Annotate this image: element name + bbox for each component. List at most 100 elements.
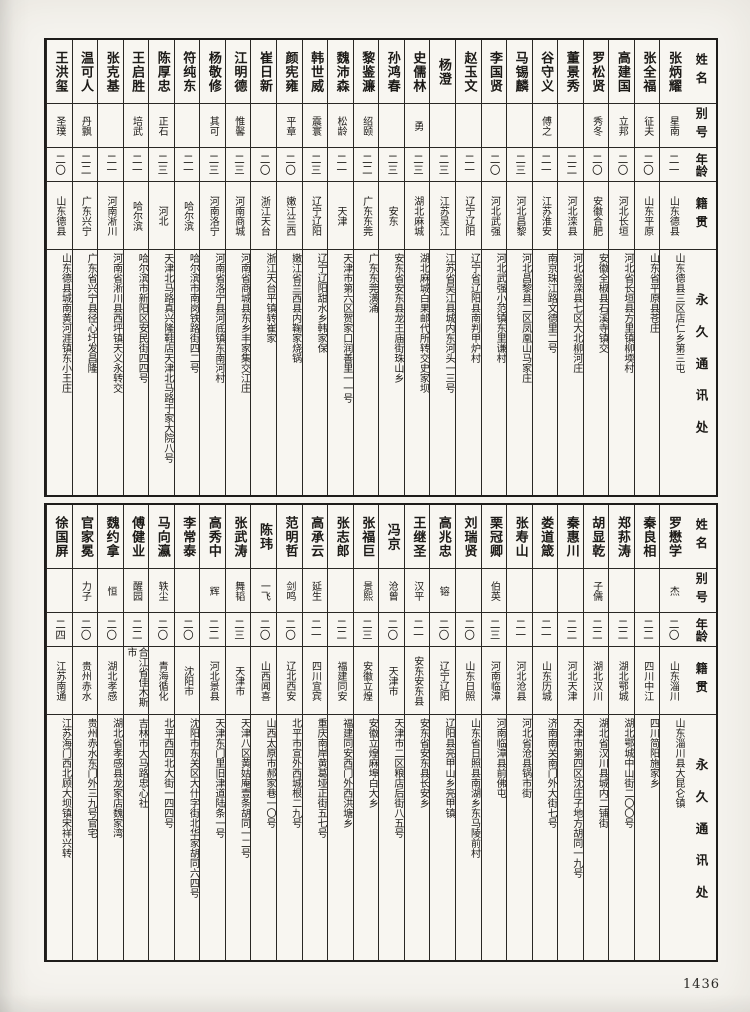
entry-native-text: 广东东莞 — [360, 195, 372, 236]
entry-address: 安东省安东县龙王庙街珠山乡 — [379, 250, 404, 495]
entry-age-text: 二二 — [590, 619, 603, 640]
entry-name-text: 赵玉文 — [461, 50, 477, 93]
entry-column: 董景秀 二二 河北滦县 河北省滦县七区大北柳河庄 — [557, 40, 583, 495]
entry-alias — [507, 569, 532, 613]
entry-address-text: 湖北省孝感县龙家店魏家湾 — [110, 718, 122, 838]
entry-age: 二二 — [72, 148, 98, 182]
entry-name-text: 刘瑞贤 — [461, 515, 477, 558]
entry-column: 秦良相 二二 四川中江 四川简阳施家乡 — [633, 505, 660, 960]
entry-address: 江苏海门西北顾大坝镇宋祥兴转 — [47, 715, 72, 960]
entry-alias: 勇 — [404, 104, 430, 148]
entry-name-text: 史儒林 — [410, 50, 426, 93]
entry-native-text: 江苏淮安 — [539, 195, 551, 236]
entry-native: 湖北鄂城 — [609, 647, 634, 715]
entry-alias — [634, 569, 660, 613]
entry-age-text: 二二 — [335, 619, 348, 640]
entry-age-text: 二〇 — [437, 619, 450, 640]
entry-age: 二〇 — [455, 613, 481, 647]
entry-address: 广东省兴宁县径心圩发昌隆 — [73, 250, 98, 495]
entry-age-text: 二二 — [207, 619, 220, 640]
entry-age: 二〇 — [98, 613, 123, 647]
entry-native: 山东历城 — [532, 647, 558, 715]
entry-native: 河北昌黎 — [507, 182, 532, 250]
entry-age: 二三 — [379, 148, 404, 182]
entry-name-text: 高兆忠 — [435, 515, 451, 558]
entry-column: 张志郎 二二 福建同安 福建同安西门外西洪塘乡 — [327, 505, 353, 960]
entry-address: 湖北省汉川县城内二铺街 — [584, 715, 609, 960]
entry-age-text: 二三 — [207, 154, 220, 175]
entry-age: 二一 — [455, 148, 481, 182]
entry-native: 江苏淮安 — [532, 182, 558, 250]
header-name-label: 姓名 — [694, 52, 709, 91]
entry-alias: 星南 — [660, 104, 685, 148]
entry-age: 二三 — [149, 148, 174, 182]
entry-age: 二一 — [174, 148, 200, 182]
entry-native: 浙江天台 — [251, 182, 276, 250]
entry-native-text: 河北滦县 — [565, 195, 577, 236]
entry-column: 王启胜 培武 二一 哈尔滨 哈尔滨市新阳区安民街四四号 — [122, 40, 149, 495]
entry-address-text: 河北省滦县七区大北柳河庄 — [570, 253, 582, 373]
entry-native: 嫩江兰西 — [277, 182, 302, 250]
entry-age-text: 二〇 — [54, 154, 67, 175]
entry-name: 张全福 — [634, 40, 660, 104]
entry-alias — [174, 104, 200, 148]
entry-name: 郑荪涛 — [609, 505, 634, 569]
entry-name-text: 陈厚忠 — [154, 50, 170, 93]
entry-native: 安徽合肥 — [583, 182, 609, 250]
entry-alias-text: 汉平 — [411, 580, 423, 601]
entry-alias — [251, 104, 276, 148]
entry-alias — [609, 569, 634, 613]
entry-address: 北平西四北大街一四四号 — [149, 715, 174, 960]
entry-age-text: 二三 — [437, 154, 450, 175]
entry-alias: 征夫 — [634, 104, 660, 148]
entry-age: 二〇 — [149, 613, 174, 647]
entry-age-text: 二三 — [514, 154, 527, 175]
header-native: 籍贯 — [685, 647, 716, 715]
entry-age: 二三 — [404, 148, 430, 182]
entry-address: 河南省洛宁县河底镇东南河村 — [200, 250, 225, 495]
entry-name: 魏沛森 — [328, 40, 353, 104]
entry-address: 辽宁省辽阳县南判甲炉村 — [456, 250, 481, 495]
entry-alias-text: 勇 — [411, 120, 423, 131]
entry-name: 李国贤 — [481, 40, 507, 104]
entry-name-text: 马锡麟 — [512, 50, 528, 93]
entry-address: 福建同安西门外西洪塘乡 — [328, 715, 353, 960]
entry-address-text: 湖北麻城白果邮代所转交史家坝 — [417, 253, 429, 393]
entry-native: 辽北西安 — [277, 647, 302, 715]
entry-age-text: 二二 — [565, 154, 578, 175]
entry-address: 南京珠江路文德里二号 — [533, 250, 558, 495]
entry-name: 黎鉴濂 — [353, 40, 379, 104]
entry-column: 崔日新 二〇 浙江天台 浙江天台平镇转崔家 — [250, 40, 276, 495]
entry-native-text: 湖北孝感 — [104, 660, 116, 701]
header-name: 姓名 — [685, 505, 716, 569]
entry-column: 马锡麟 二三 河北昌黎 河北昌黎县二区凤凰山马家庄 — [506, 40, 532, 495]
entry-age: 二〇 — [174, 613, 200, 647]
entry-age: 二一 — [302, 613, 328, 647]
entry-alias-text: 星南 — [667, 115, 679, 136]
entry-alias-text: 子儒 — [590, 580, 602, 601]
entry-column: 李国贤 二〇 河北武强 河北武强小范镇东里谦村 — [480, 40, 507, 495]
entry-name: 杨澄 — [430, 40, 455, 104]
entry-age: 二〇 — [609, 148, 634, 182]
entry-native-text: 四川宜宾 — [309, 660, 321, 701]
entry-address-text: 河南省商城县东乡丰家集交江庄 — [238, 253, 250, 393]
entry-native: 福建同安 — [328, 647, 353, 715]
entry-address: 重庆南岸黄葛垭正街五七号 — [303, 715, 328, 960]
entry-column: 罗懋学 杰 二〇 山东淄川 山东淄川县大昆仑镇 — [659, 505, 685, 960]
entry-age: 二〇 — [379, 613, 404, 647]
entry-alias — [430, 104, 455, 148]
entry-name: 傅健业 — [123, 505, 149, 569]
entry-column: 马向瀛 轶尘 二〇 青海循化 北平西四北大街一四四号 — [148, 505, 174, 960]
entry-alias-text: 丹飘 — [79, 115, 91, 136]
entry-native: 广东兴宁 — [72, 182, 98, 250]
entry-address-text: 江苏省吴江县城内东河头一三号 — [442, 253, 454, 393]
entry-native: 湖北汉川 — [583, 647, 609, 715]
entry-column: 张寿山 二一 河北沧县 河北省沧县锅市街 — [506, 505, 532, 960]
entry-name-text: 高建国 — [614, 50, 630, 93]
entry-column: 颜宪雍 平章 二〇 嫩江兰西 嫩江省兰西县内鞠家烧锅 — [276, 40, 302, 495]
entry-name: 秦惠川 — [558, 505, 583, 569]
entry-native: 山东日照 — [455, 647, 481, 715]
entry-name-text: 傅健业 — [129, 515, 145, 558]
entry-address: 湖北鄂城中山街二〇〇号 — [609, 715, 634, 960]
entry-age: 二〇 — [634, 148, 660, 182]
